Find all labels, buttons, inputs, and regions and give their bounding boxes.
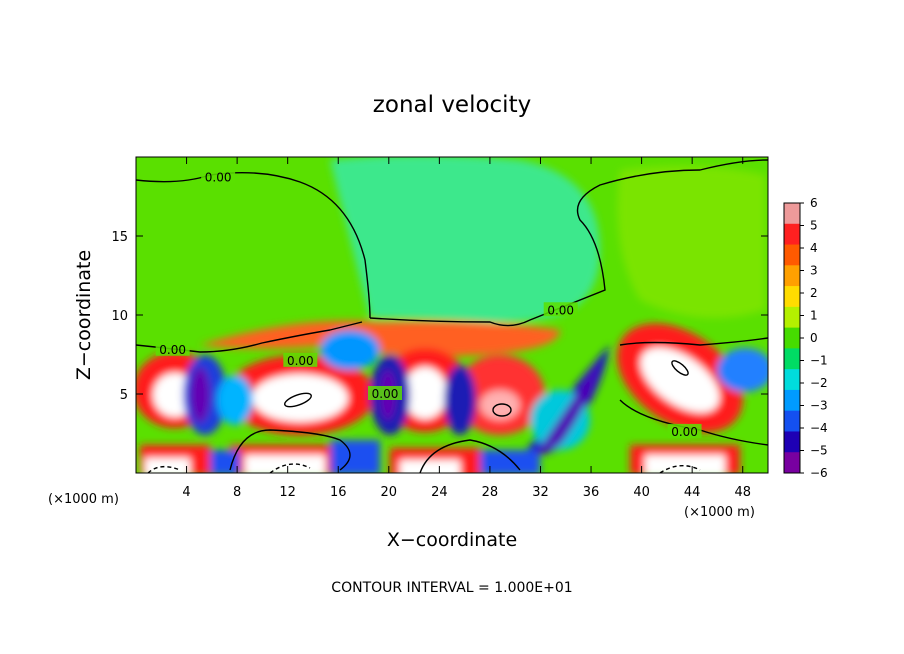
x-unit-label-left: (×1000 m): [48, 492, 119, 507]
colorbar-swatch: [784, 327, 800, 349]
x-tick-label: 12: [279, 485, 296, 500]
x-tick-label: 16: [330, 485, 347, 500]
x-unit-label-right: (×1000 m): [684, 505, 755, 520]
upper-calm-region: [330, 157, 600, 323]
y-tick-label: 15: [111, 230, 128, 245]
x-tick-label: 24: [431, 485, 448, 500]
colorbar-label: 4: [810, 241, 818, 255]
colorbar-label: −4: [810, 421, 828, 435]
colorbar-label: 2: [810, 286, 818, 300]
colorbar-label: 6: [810, 196, 818, 210]
colorbar-swatch: [784, 223, 800, 246]
colorbar-swatch: [784, 265, 800, 287]
colorbar-label: 1: [810, 309, 818, 323]
colorbar-swatch: [784, 286, 800, 308]
colorbar-swatch: [784, 452, 800, 474]
x-tick-label: 36: [583, 485, 600, 500]
x-tick-label: 8: [233, 485, 241, 500]
colorbar-label: −1: [810, 354, 828, 368]
contour-zero-upper: [136, 171, 371, 319]
contour-zero-bottom-mid: [419, 439, 521, 473]
x-tick-label: 28: [482, 485, 499, 500]
contour-label-bg: [667, 423, 702, 438]
colorbar-label: 0: [810, 331, 818, 345]
colorbar-swatch: [784, 410, 800, 432]
velocity-field: [136, 157, 768, 473]
colorbar-label: −3: [810, 399, 828, 413]
y-tick-label: 5: [120, 388, 128, 403]
negative-cores: [190, 360, 600, 455]
contour-label-bg: [155, 341, 190, 356]
contour-zero-upper-right: [369, 159, 768, 327]
colorbar-label: −2: [810, 376, 828, 390]
x-tick-label: 44: [684, 485, 701, 500]
contour-label-bg: [368, 386, 403, 400]
y-tick-label: 10: [111, 309, 128, 324]
x-axis: 4 8 12 16 20 24 28 32 36 40 44 48: [182, 157, 751, 500]
upper-right-region: [617, 166, 765, 318]
contour-dashed-3: [659, 465, 701, 473]
colorbar-label: −6: [810, 466, 828, 480]
contour-inner-2: [492, 403, 512, 417]
contour-label-layer: 0.00 0.00 0.00 0.00 0.00 0.00: [155, 169, 702, 439]
contour-label: 0.00: [547, 303, 574, 317]
colorbar-label: −5: [810, 444, 828, 458]
chart-title: zonal velocity: [373, 92, 531, 118]
positive-cores: [145, 347, 725, 473]
x-tick-label: 48: [734, 485, 751, 500]
x-axis-label: X−coordinate: [387, 529, 517, 551]
colorbar-swatch: [784, 348, 800, 370]
contour-label: 0.00: [205, 171, 232, 185]
colorbar-swatch: [784, 389, 800, 412]
contour-label-bg: [201, 169, 236, 184]
colorbar: 6 5 4 3 2 1 0 −1 −2 −3 −4 −5 −6: [783, 196, 828, 480]
contour-label: 0.00: [671, 425, 698, 439]
colorbar-label: 5: [810, 219, 818, 233]
mid-positive-band: [200, 320, 560, 357]
x-tick-label: 40: [633, 485, 650, 500]
contour-dashed-1: [147, 465, 181, 473]
x-tick-label: 4: [182, 485, 190, 500]
colorbar-swatch: [784, 244, 800, 266]
contour-zero-mid-right: [619, 337, 768, 346]
y-axis: 5 10 15: [111, 230, 768, 403]
x-tick-label: 20: [381, 485, 398, 500]
colorbar-swatch: [784, 431, 800, 453]
contour-label-bg: [283, 352, 318, 367]
contour-label: 0.00: [372, 387, 399, 401]
y-axis-label: Z−coordinate: [73, 250, 95, 380]
contour-inner-1: [284, 392, 312, 408]
x-tick-label: 32: [532, 485, 549, 500]
contour-label-bg: [543, 302, 578, 317]
contour-zero-bottom: [229, 429, 351, 471]
contour-dashed-2: [269, 463, 311, 473]
plot-area: 0.00 0.00 0.00 0.00 0.00 0.00: [136, 157, 768, 473]
contour-label: 0.00: [287, 354, 314, 368]
colorbar-swatch: [784, 306, 800, 329]
colorbar-swatch: [784, 203, 800, 225]
colorbar-label: 3: [810, 264, 818, 278]
contour-interval-caption: CONTOUR INTERVAL = 1.000E+01: [331, 580, 572, 596]
colorbar-swatch: [784, 369, 800, 391]
contour-label: 0.00: [159, 343, 186, 357]
contour-inner-3: [671, 360, 689, 376]
